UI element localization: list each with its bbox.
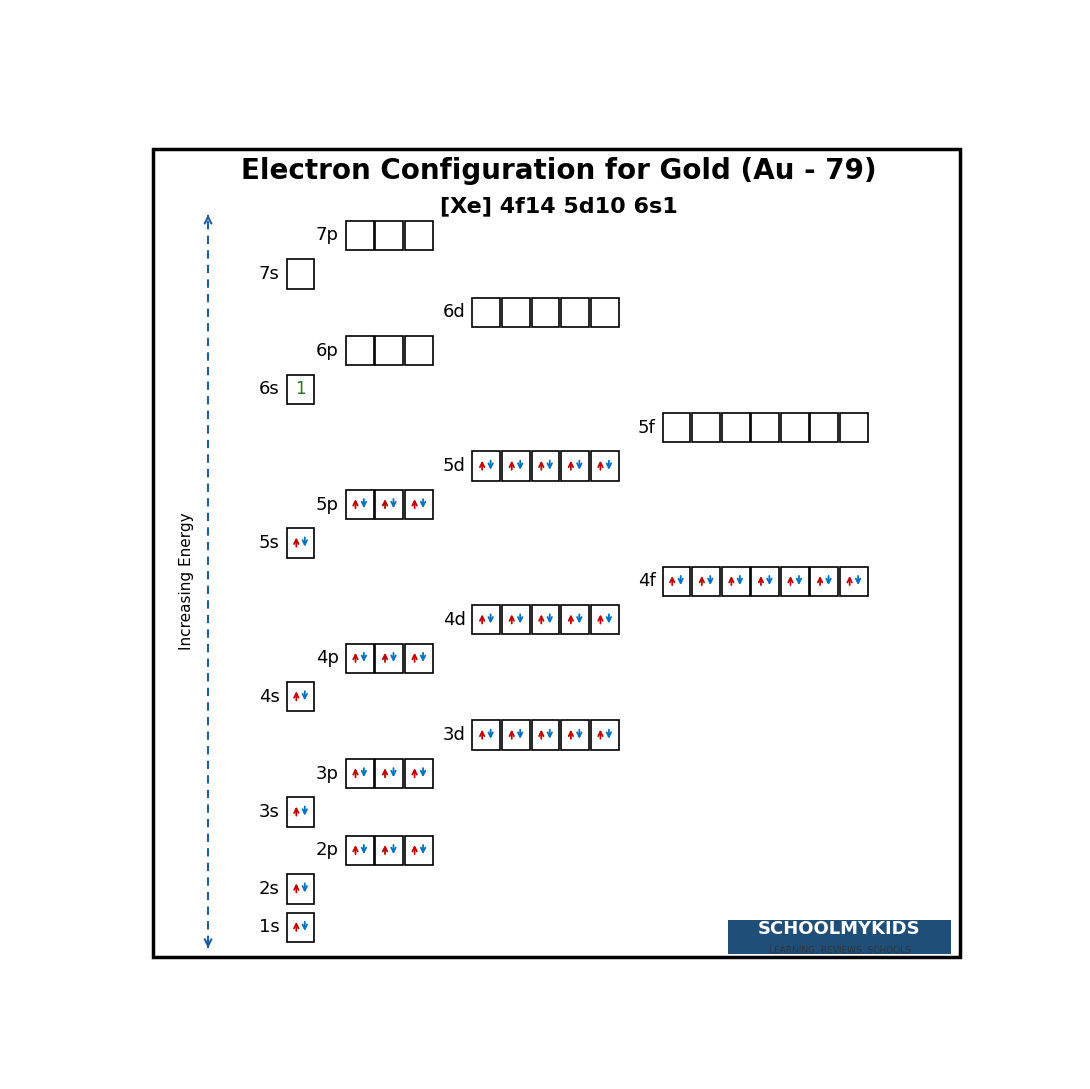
Bar [780, 413, 809, 442]
Bar [561, 721, 589, 750]
Bar [722, 413, 750, 442]
Bar [751, 566, 779, 596]
Text: 2s: 2s [259, 880, 280, 897]
Bar [561, 452, 589, 480]
Bar [663, 566, 690, 596]
Text: 2p: 2p [316, 842, 339, 859]
Text: LEARNING. REVIEWS. SCHOOLS: LEARNING. REVIEWS. SCHOOLS [768, 945, 910, 955]
Bar [472, 605, 500, 635]
Bar [780, 566, 809, 596]
Bar [287, 259, 315, 289]
Bar [663, 413, 690, 442]
Bar [840, 413, 868, 442]
Bar [591, 721, 619, 750]
Bar [472, 452, 500, 480]
Bar [751, 413, 779, 442]
Text: Increasing Energy: Increasing Energy [180, 513, 194, 650]
Bar [532, 605, 559, 635]
Bar [840, 566, 868, 596]
Bar [502, 452, 530, 480]
Bar [532, 721, 559, 750]
Bar [346, 759, 374, 788]
Bar [561, 605, 589, 635]
Bar [404, 337, 433, 366]
Text: 6p: 6p [316, 342, 339, 359]
Text: 5s: 5s [259, 534, 280, 552]
Bar [502, 297, 530, 327]
Bar [375, 644, 403, 673]
Bar [404, 490, 433, 519]
Bar [472, 297, 500, 327]
Bar [404, 759, 433, 788]
Text: 3s: 3s [259, 803, 280, 821]
Bar [346, 337, 374, 366]
Bar [346, 221, 374, 250]
Bar [692, 566, 720, 596]
Text: Electron Configuration for Gold (Au - 79): Electron Configuration for Gold (Au - 79… [241, 157, 876, 185]
Bar [287, 375, 315, 404]
Bar [591, 452, 619, 480]
Text: 5f: 5f [638, 418, 656, 437]
Text: 4s: 4s [259, 687, 280, 706]
Text: 3d: 3d [443, 726, 465, 744]
Text: 6s: 6s [259, 380, 280, 399]
Text: 7s: 7s [259, 265, 280, 283]
Bar [810, 566, 838, 596]
Bar [346, 490, 374, 519]
Bar [287, 528, 315, 558]
Bar [502, 605, 530, 635]
Bar [375, 221, 403, 250]
Bar [375, 490, 403, 519]
Bar [561, 297, 589, 327]
Bar [375, 759, 403, 788]
Bar [404, 835, 433, 865]
Bar [591, 605, 619, 635]
Text: 3p: 3p [316, 764, 339, 783]
Text: 5p: 5p [316, 495, 339, 514]
Bar [404, 221, 433, 250]
Text: 6d: 6d [443, 304, 465, 321]
Text: 7p: 7p [316, 227, 339, 245]
Text: 4d: 4d [443, 611, 465, 628]
Bar [532, 452, 559, 480]
Bar [810, 413, 838, 442]
Bar [591, 297, 619, 327]
Bar [287, 874, 315, 904]
Text: SCHOOLMYKIDS: SCHOOLMYKIDS [759, 920, 921, 938]
Bar [375, 337, 403, 366]
Bar [287, 913, 315, 942]
Text: 4f: 4f [638, 573, 656, 590]
Bar [346, 644, 374, 673]
Text: 1: 1 [295, 380, 306, 399]
Bar [722, 566, 750, 596]
Bar [692, 413, 720, 442]
Bar [532, 297, 559, 327]
Bar [472, 721, 500, 750]
Text: [Xe] 4f14 5d10 6s1: [Xe] 4f14 5d10 6s1 [439, 196, 678, 216]
Bar [287, 797, 315, 827]
Bar [728, 920, 952, 954]
Bar [375, 835, 403, 865]
Bar [404, 644, 433, 673]
Text: 4p: 4p [316, 649, 339, 668]
Text: 1s: 1s [259, 918, 280, 937]
Text: 5d: 5d [443, 457, 465, 475]
Bar [287, 682, 315, 711]
Bar [502, 721, 530, 750]
Bar [346, 835, 374, 865]
